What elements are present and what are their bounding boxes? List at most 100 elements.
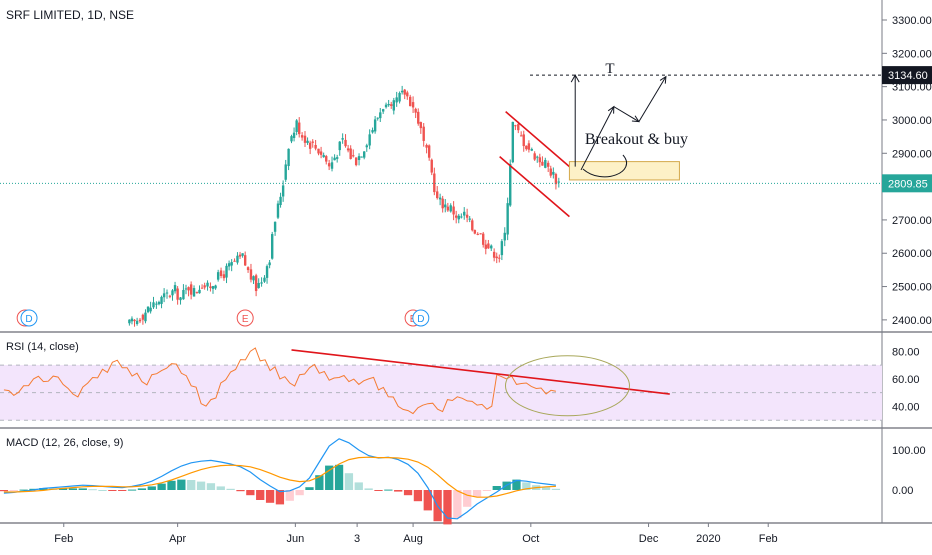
dividend-marker bbox=[412, 309, 430, 327]
macd-histogram-bar bbox=[9, 490, 18, 491]
macd-signal-line bbox=[3, 456, 556, 498]
candle-body bbox=[138, 319, 142, 322]
candle-body bbox=[381, 109, 385, 112]
macd-histogram-bar bbox=[472, 490, 482, 497]
candle-body bbox=[257, 282, 260, 288]
macd-histogram-bar bbox=[58, 488, 68, 490]
candle-body bbox=[536, 156, 539, 158]
candle-body bbox=[346, 148, 350, 151]
macd-histogram-bar bbox=[285, 490, 294, 501]
candle-body bbox=[279, 196, 282, 206]
candle-body bbox=[146, 306, 150, 313]
breakout-zone-box bbox=[568, 161, 680, 181]
candle-body bbox=[482, 233, 485, 245]
price-axis-label: 3300.00 bbox=[892, 15, 932, 27]
candle-body bbox=[514, 125, 517, 127]
candle-body bbox=[187, 287, 190, 291]
macd-histogram-bar bbox=[19, 489, 28, 491]
candle-body bbox=[252, 276, 255, 281]
candle-body bbox=[527, 143, 531, 150]
candle-body bbox=[230, 262, 233, 266]
candle-body bbox=[276, 203, 280, 218]
current-price-label: 2809.85 bbox=[888, 178, 928, 190]
candle-body bbox=[173, 285, 177, 292]
candle-body bbox=[463, 211, 466, 216]
projection-arrowhead bbox=[631, 115, 640, 123]
macd-histogram-bar bbox=[177, 479, 186, 490]
candle-body bbox=[446, 206, 450, 211]
candle-body bbox=[263, 277, 266, 282]
candle-body bbox=[295, 120, 298, 132]
rsi-axis-label: 80.00 bbox=[892, 346, 920, 358]
candle-body bbox=[376, 117, 379, 119]
breakout-swoosh bbox=[582, 154, 627, 178]
candle-body bbox=[227, 263, 231, 267]
candle-body bbox=[327, 163, 331, 167]
candle-body bbox=[554, 174, 558, 185]
candle-body bbox=[411, 102, 415, 108]
time-axis-label: Dec bbox=[639, 533, 659, 545]
macd-histogram-bar bbox=[512, 479, 521, 490]
candle-body bbox=[490, 245, 493, 249]
candle-body bbox=[200, 287, 204, 289]
candle-body bbox=[552, 171, 555, 175]
candle-body bbox=[395, 97, 398, 103]
candle-body bbox=[214, 285, 217, 289]
candle-body bbox=[557, 181, 561, 183]
macd-histogram-bar bbox=[68, 488, 78, 490]
macd-histogram-bar bbox=[403, 490, 413, 496]
candle-body bbox=[152, 302, 155, 308]
macd-histogram-bar bbox=[98, 490, 107, 491]
candle-body bbox=[465, 214, 469, 218]
candle-body bbox=[417, 111, 420, 124]
candle-body bbox=[452, 206, 455, 215]
candle-body bbox=[308, 142, 312, 149]
candle-body bbox=[292, 132, 296, 138]
macd-histogram-bar bbox=[334, 464, 344, 490]
candle-body bbox=[206, 282, 209, 287]
macd-histogram-bar bbox=[127, 489, 137, 491]
candle-body bbox=[427, 145, 431, 158]
candle-body bbox=[368, 134, 371, 146]
candle-body bbox=[317, 148, 320, 154]
candle-body bbox=[165, 292, 169, 294]
candle-body bbox=[430, 159, 433, 173]
macd-histogram-bar bbox=[265, 490, 275, 503]
time-axis-label: Apr bbox=[169, 533, 186, 545]
macd-histogram-bar bbox=[236, 490, 245, 492]
symbol-title: SRF LIMITED, 1D, NSE bbox=[6, 8, 135, 22]
candle-body bbox=[406, 92, 409, 97]
candle-body bbox=[209, 286, 212, 288]
price-axis-label: 3100.00 bbox=[892, 82, 932, 94]
candle-body bbox=[284, 164, 287, 180]
candle-body bbox=[449, 205, 452, 212]
candle-body bbox=[157, 301, 161, 305]
candle-body bbox=[268, 262, 271, 266]
candle-body bbox=[322, 155, 325, 158]
candle-body bbox=[225, 265, 228, 278]
macd-histogram-bar bbox=[325, 465, 334, 490]
candle-body bbox=[233, 260, 236, 262]
price-axis-label: 2500.00 bbox=[892, 282, 932, 294]
rsi-axis-label: 40.00 bbox=[892, 401, 920, 413]
candle-body bbox=[133, 319, 136, 322]
candle-body bbox=[457, 215, 460, 220]
macd-histogram-bar bbox=[423, 490, 432, 511]
macd-histogram-bar bbox=[118, 490, 127, 491]
time-axis-label: Feb bbox=[54, 533, 73, 545]
candle-body bbox=[500, 241, 504, 256]
candle-body bbox=[203, 285, 206, 288]
candle-body bbox=[530, 149, 533, 151]
candle-body bbox=[314, 145, 317, 149]
candle-body bbox=[249, 269, 253, 280]
candle-body bbox=[273, 221, 277, 232]
time-axis-label: Jun bbox=[286, 533, 304, 545]
candle-body bbox=[306, 140, 309, 143]
candle-body bbox=[441, 198, 444, 209]
macd-histogram-bar bbox=[0, 490, 9, 492]
candle-body bbox=[444, 204, 447, 208]
candle-body bbox=[454, 215, 458, 218]
rsi-divergence-trendline bbox=[291, 349, 670, 395]
event-marker-label: E bbox=[242, 314, 249, 325]
